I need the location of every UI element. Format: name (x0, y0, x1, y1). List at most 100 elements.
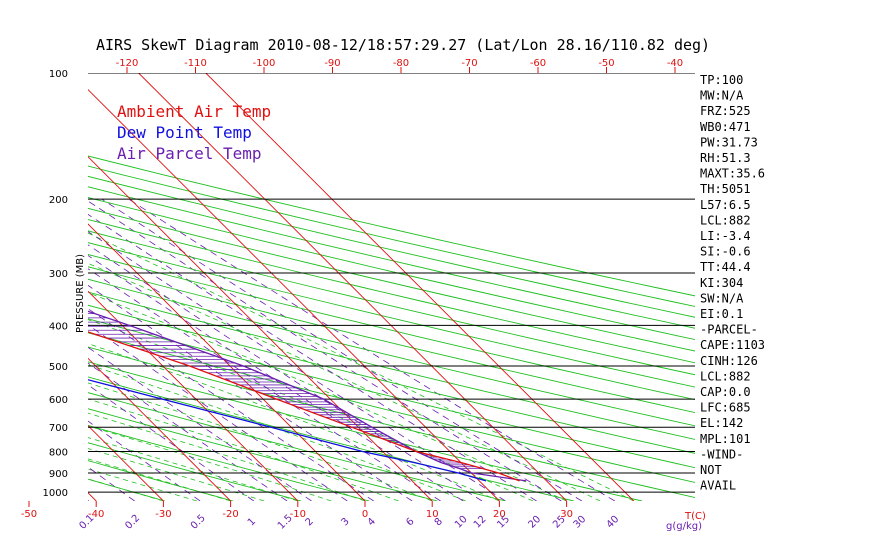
pressure-label: 900 (49, 469, 68, 480)
index-entry: LCL:882 (700, 369, 751, 383)
bottom-temp-label: 0 (362, 509, 368, 520)
background-lines (0, 73, 695, 501)
pressure-label: 400 (49, 321, 68, 332)
top-temp-label: -100 (253, 58, 276, 69)
index-entry: TP:100 (700, 73, 743, 87)
isotherm--10 (88, 290, 299, 501)
mixing-ratio-line-8 (88, 284, 413, 501)
bottom-temp-label: -50 (21, 509, 37, 520)
dry-adiabat-380 (88, 266, 695, 414)
index-entry: TH:5051 (700, 182, 751, 196)
isotherm--30 (88, 424, 164, 501)
index-entry: CAP:0.0 (700, 385, 751, 399)
index-entry: LI:-3.4 (700, 229, 751, 243)
dry-adiabat-390 (88, 254, 695, 401)
top-temp-label: -90 (324, 58, 340, 69)
dry-adiabat-470 (88, 165, 695, 307)
ambient-temp-line (88, 331, 520, 482)
mixing-ratio-line-14 (88, 200, 562, 501)
y-axis-label: PRESSURE (MB) (75, 254, 86, 333)
legend-entry: Ambient Air Temp (117, 102, 271, 121)
bottom-temp-tick-labels: -50 -40 -30 -20 -10 0 10 20 30 (21, 501, 573, 520)
dewpoint-temp-line (88, 379, 487, 482)
mixing-ratio-label: 40 (605, 514, 622, 531)
mixing-ratio-line-13 (88, 213, 537, 501)
mixing-ratio-line-15 (101, 198, 583, 501)
isotherm--20 (88, 357, 231, 501)
moist-adiabat--15 (88, 448, 265, 501)
index-entry: SW:N/A (700, 291, 744, 305)
pressure-label: 100 (49, 69, 68, 80)
pressure-label: 600 (49, 395, 68, 406)
pressure-label: 300 (49, 269, 68, 280)
mixing-ratio-label: 10 (453, 514, 470, 531)
mixing-ratio-label: 8 (433, 516, 445, 528)
top-temp-label: -80 (393, 58, 409, 69)
dry-adiabat-280 (88, 408, 438, 501)
mixing-ratio-line-16 (128, 198, 616, 501)
dry-adiabat-410 (88, 230, 695, 376)
dry-adiabat-420 (88, 219, 695, 364)
index-entry: AVAIL (700, 479, 736, 493)
mixing-ratio-line-11 (88, 244, 483, 501)
isotherm-40 (205, 73, 635, 501)
chart-title: AIRS SkewT Diagram 2010-08-12/18:57:29.2… (96, 36, 710, 54)
top-temp-label: -60 (530, 58, 546, 69)
dry-adiabat-370 (88, 278, 695, 427)
index-entry: LCL:882 (700, 213, 751, 227)
dry-adiabat-480 (88, 155, 695, 297)
mixing-ratio-line-3 (88, 384, 255, 501)
index-entry: SI:-0.6 (700, 245, 751, 259)
moist-adiabat--20 (88, 458, 231, 501)
index-entry: LFC:685 (700, 401, 751, 415)
mixing-ratio-line-7 (88, 308, 374, 501)
moist-adiabat--10 (88, 437, 298, 501)
isotherm--50 (0, 73, 29, 501)
sounding-curves (88, 310, 527, 482)
mixing-ratio-label: 12 (472, 514, 489, 531)
dry-adiabat-440 (88, 197, 695, 341)
index-entry: NOT (700, 463, 722, 477)
dry-adiabat-260 (88, 442, 302, 501)
index-entry: TT:44.4 (700, 260, 751, 274)
top-temp-label: -70 (461, 58, 477, 69)
index-entry: EL:142 (700, 416, 743, 430)
pressure-label: 700 (49, 423, 68, 434)
dry-adiabat-340 (88, 318, 695, 469)
pressure-label: 800 (49, 448, 68, 459)
index-entry: MAXT:35.6 (700, 167, 765, 181)
x-axis-label: T(C) (684, 511, 706, 522)
index-entry: PW:31.73 (700, 135, 758, 149)
moist-adiabat-40 (88, 232, 634, 501)
mixing-ratio-line-6 (88, 324, 348, 501)
top-temp-tick-labels: -120 -110 -100 -90 -80 -70 -60 -50 -40 (116, 58, 683, 73)
dry-adiabat-360 (88, 291, 695, 440)
mixing-ratio-label: 2 (304, 516, 316, 528)
index-entry: CAPE:1103 (700, 338, 765, 352)
legend-entry: Dew Point Temp (117, 123, 252, 142)
mixing-ratio-label: 4 (366, 516, 378, 528)
dry-adiabat-450 (88, 186, 695, 329)
top-temp-label: -120 (116, 58, 139, 69)
mixing-ratio-line-5 (88, 346, 312, 501)
mixing-ratio-label: 0.2 (123, 513, 142, 532)
pressure-label: 200 (49, 195, 68, 206)
bottom-temp-label: 10 (426, 509, 439, 520)
top-temp-label: -40 (667, 58, 683, 69)
index-entry: -WIND- (700, 447, 743, 461)
bottom-temp-label: -20 (222, 509, 238, 520)
index-entry: FRZ:525 (700, 104, 751, 118)
moist-adiabat-35 (88, 262, 601, 501)
isotherm-0 (88, 223, 366, 501)
index-entry: L57:6.5 (700, 198, 751, 212)
index-entry: RH:51.3 (700, 151, 751, 165)
top-temp-label: -50 (598, 58, 614, 69)
parcel-temp-line (88, 310, 527, 482)
bottom-temp-label: -10 (290, 509, 306, 520)
mixing-ratio-label: 1 (246, 516, 258, 528)
dry-adiabat-250 (88, 460, 234, 501)
bottom-temp-label: 30 (560, 509, 573, 520)
bottom-temp-label: 20 (493, 509, 506, 520)
isobars (88, 73, 695, 493)
